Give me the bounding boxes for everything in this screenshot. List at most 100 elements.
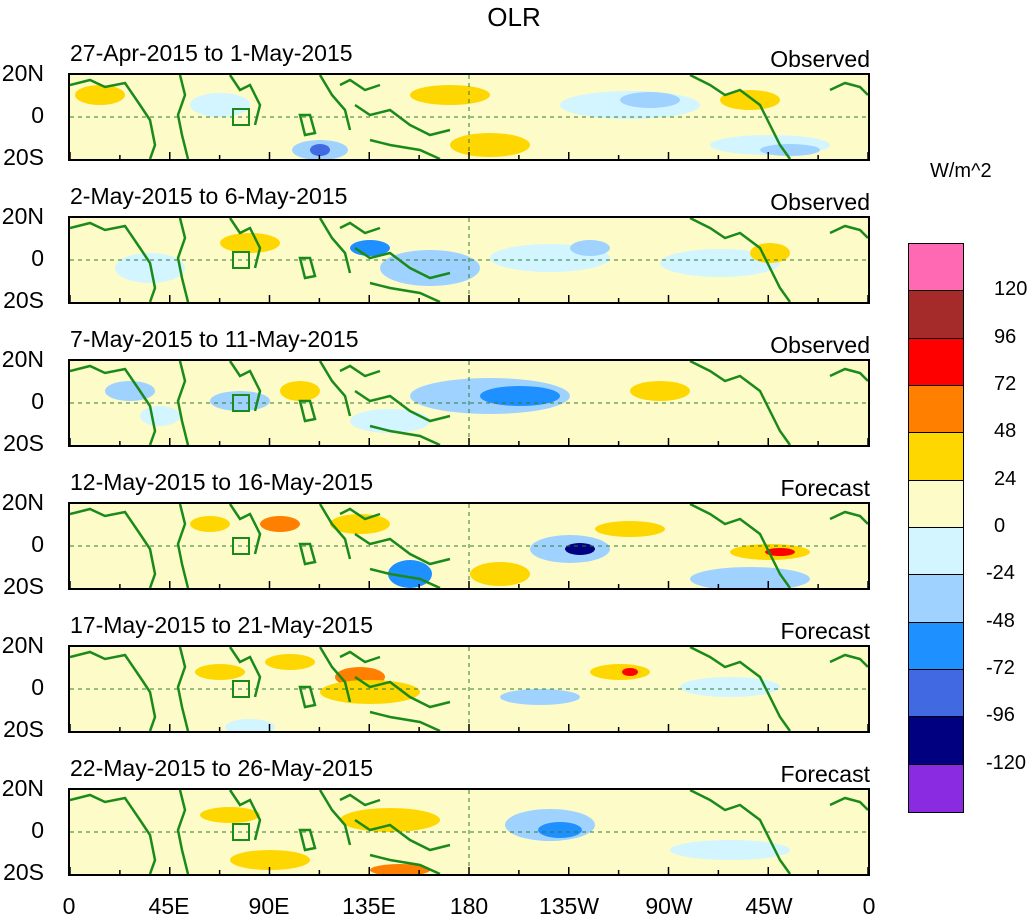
anomaly-region [470, 562, 530, 586]
colorbar-swatch [909, 291, 963, 339]
anomaly-region [595, 521, 665, 537]
panel-status: Forecast [780, 618, 870, 644]
olr-map [68, 788, 870, 876]
coastline [298, 828, 317, 852]
anomaly-region [670, 840, 790, 860]
map-panel: 17-May-2015 to 21-May-2015 Forecast 20N 0 20… [0, 612, 900, 754]
colorbar-swatch [909, 433, 963, 481]
anomaly-field [70, 647, 868, 731]
latitude-label: 0 [31, 102, 44, 128]
longitude-label: 180 [449, 893, 489, 919]
anomaly-field [70, 75, 868, 159]
anomaly-region [140, 406, 180, 426]
coastline [228, 218, 262, 269]
coastline [176, 218, 190, 302]
anomaly-region [450, 133, 530, 157]
chart-title: OLR [487, 2, 541, 32]
coastline [176, 504, 190, 588]
region-box [232, 251, 250, 269]
anomaly-region [410, 85, 490, 105]
anomaly-region [660, 249, 780, 277]
latitude-label: 20N [1, 632, 44, 658]
anomaly-region [538, 822, 582, 838]
anomaly-region [200, 807, 260, 823]
coastline [369, 853, 441, 874]
panel-status: Observed [770, 332, 870, 358]
anomaly-region [195, 664, 245, 680]
anomaly-field [70, 790, 868, 874]
coastline [339, 78, 381, 92]
coastline [829, 81, 868, 96]
panel-status: Observed [770, 189, 870, 215]
map-panel: 2-May-2015 to 6-May-2015 Observed 20N 0 20S [0, 183, 900, 325]
colorbar-swatch [909, 480, 963, 528]
coastline [298, 113, 317, 137]
anomaly-region [230, 850, 310, 870]
coastline [70, 221, 157, 302]
colorbar-swatch [909, 527, 963, 576]
longitude-label: 135E [342, 893, 396, 919]
anomaly-field [70, 361, 868, 445]
coastline [689, 361, 792, 445]
anomaly-region [105, 381, 155, 401]
anomaly-region [480, 386, 560, 406]
coastline [228, 75, 262, 126]
coastline [176, 790, 190, 874]
longitude-label: 90E [248, 893, 290, 919]
coastline [689, 790, 792, 874]
anomaly-region [265, 654, 315, 670]
coastline [829, 367, 868, 382]
colorbar-swatch [909, 385, 963, 434]
anomaly-region [620, 92, 680, 108]
panel-date-range: 22-May-2015 to 26-May-2015 [70, 755, 373, 781]
anomaly-region [280, 381, 320, 401]
coastline [298, 685, 317, 709]
latitude-label: 0 [31, 531, 44, 557]
colorbar-swatch [909, 622, 963, 670]
coastline [298, 256, 317, 280]
coastline [339, 507, 381, 521]
olr-map [68, 73, 870, 161]
panel-date-range: 12-May-2015 to 16-May-2015 [70, 469, 373, 495]
latitude-label: 20S [3, 859, 44, 885]
panel-status: Observed [770, 46, 870, 72]
coastline [298, 542, 317, 566]
region-box [232, 394, 250, 412]
coastline [228, 504, 262, 555]
colorbar-level: 0 [994, 515, 1006, 537]
olr-map [68, 216, 870, 304]
coastline [318, 504, 352, 560]
colorbar-level: 72 [994, 373, 1017, 395]
coastline [369, 424, 441, 445]
coastline [176, 75, 190, 159]
anomaly-region [260, 516, 300, 532]
coastline [829, 796, 868, 811]
region-box [232, 823, 250, 841]
coastline [369, 710, 441, 731]
coastline [318, 790, 352, 846]
colorbar-level: 120 [994, 278, 1028, 301]
colorbar-level: -120 [986, 751, 1027, 774]
latitude-label: 20S [3, 716, 44, 742]
coastline [689, 504, 792, 588]
anomaly-field [70, 504, 868, 588]
colorbar-level: -96 [986, 704, 1015, 727]
olr-map [68, 502, 870, 590]
latitude-label: 0 [31, 674, 44, 700]
anomaly-field [70, 218, 868, 302]
olr-map [68, 359, 870, 447]
latitude-label: 0 [31, 388, 44, 414]
anomaly-region [370, 864, 430, 874]
colorbar-level: 48 [994, 420, 1017, 443]
coastline [339, 793, 381, 807]
anomaly-region [760, 144, 820, 156]
anomaly-region [388, 560, 432, 588]
anomaly-region [190, 516, 230, 532]
coastline [689, 218, 792, 302]
coastline [829, 510, 868, 525]
map-panel: 12-May-2015 to 16-May-2015 Forecast 20N 0 20… [0, 469, 900, 611]
coastline [70, 78, 157, 159]
anomaly-region [190, 93, 250, 117]
latitude-label: 20N [1, 775, 44, 801]
coastline [829, 224, 868, 239]
